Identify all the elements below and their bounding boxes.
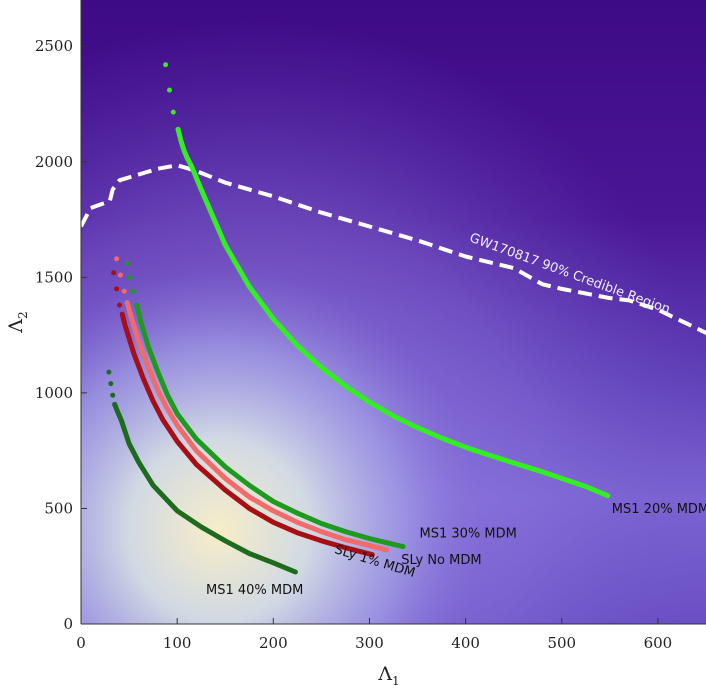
- series-point: [130, 288, 136, 294]
- series-line: [175, 126, 611, 499]
- series-point: [111, 270, 117, 276]
- x-tick-label: 0: [76, 634, 86, 652]
- y-tick-label: 2500: [35, 37, 73, 55]
- credible-region-boundary: [81, 163, 706, 336]
- series-point: [114, 256, 120, 262]
- series-point: [170, 109, 176, 115]
- ticks: 0 100 200 300 400 500 600 0 500 1000 1500 2000 2500: [35, 37, 672, 652]
- series-3: [111, 270, 375, 558]
- series-point: [121, 288, 127, 294]
- x-axis-title-main: Λ: [377, 663, 392, 685]
- y-tick-label: 1000: [35, 384, 73, 402]
- series-0: [163, 62, 611, 499]
- series-line: [112, 401, 298, 575]
- series-label: MS1 20% MDM: [612, 502, 706, 517]
- series-point: [108, 381, 114, 387]
- series-point: [163, 62, 169, 68]
- series-4: [106, 369, 298, 575]
- series-point: [117, 302, 122, 308]
- x-axis-title: Λ1: [377, 663, 399, 688]
- y-tick-label: 0: [63, 615, 73, 633]
- axes: [80, 0, 706, 625]
- series-label: MS1 40% MDM: [206, 583, 303, 598]
- series-label: MS1 30% MDM: [420, 526, 517, 541]
- y-axis-title: Λ2: [5, 311, 30, 333]
- y-tick-label: 2000: [35, 153, 73, 171]
- x-tick-label: 400: [451, 634, 480, 652]
- series-line: [134, 302, 406, 550]
- series-point: [110, 392, 116, 398]
- series-line: [124, 300, 390, 553]
- x-axis-title-sub: 1: [392, 674, 400, 688]
- plot-area: [81, 62, 706, 575]
- series-point: [124, 261, 130, 266]
- y-axis-title-main: Λ: [5, 319, 27, 334]
- series-point: [106, 369, 112, 375]
- series-2: [114, 256, 390, 553]
- series-label: SLy No MDM: [401, 553, 481, 568]
- x-tick-label: 600: [644, 634, 673, 652]
- x-tick-label: 100: [163, 634, 192, 652]
- y-tick-label: 500: [44, 499, 73, 517]
- x-tick-label: 500: [547, 634, 576, 652]
- x-tick-label: 300: [355, 634, 384, 652]
- y-tick-label: 1500: [35, 268, 73, 286]
- y-axis-title-sub: 2: [16, 311, 30, 319]
- density-core: [81, 0, 706, 624]
- series-point: [117, 272, 123, 278]
- series-point: [114, 286, 120, 292]
- series-point: [126, 274, 132, 280]
- plot-background: [81, 0, 706, 624]
- x-tick-label: 200: [259, 634, 288, 652]
- series-1: [124, 261, 406, 550]
- series-point: [167, 87, 172, 93]
- series-line: [119, 311, 375, 558]
